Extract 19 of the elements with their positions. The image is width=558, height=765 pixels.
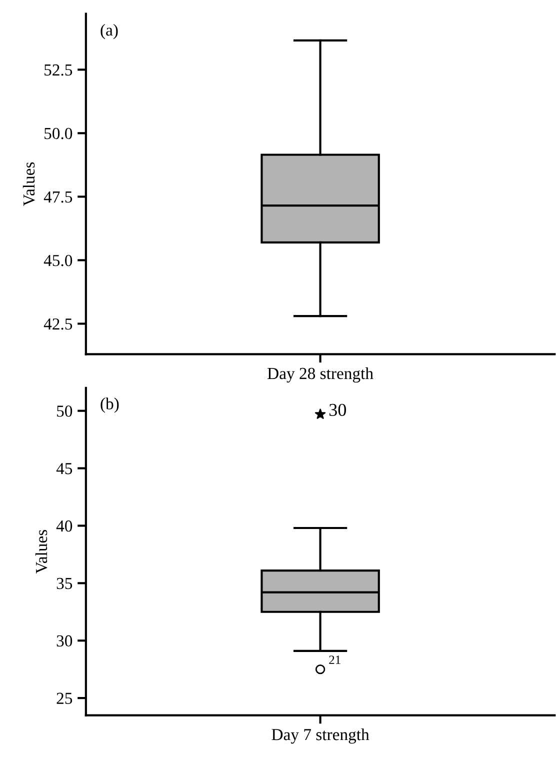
y-tick-label: 42.5	[44, 318, 72, 330]
y-tick-label: 35	[56, 578, 72, 590]
y-axis-title: Values	[22, 162, 35, 206]
y-tick-label: 45.0	[44, 254, 72, 266]
y-tick-label: 50	[57, 406, 72, 417]
annotation: 30	[329, 404, 346, 416]
y-tick-label: 40	[56, 520, 72, 532]
y-axis-title: Values	[35, 530, 48, 574]
annotation: (a)	[100, 24, 118, 40]
x-tick-label: Day 7 strength	[272, 728, 370, 744]
y-tick-label: 52.5	[44, 64, 72, 76]
y-tick-label: 30	[56, 635, 72, 647]
y-tick-label: 50.0	[44, 128, 72, 140]
annotation: (b)	[100, 398, 119, 413]
y-tick-label: 47.5	[44, 191, 72, 203]
y-tick-label: 25	[56, 692, 72, 704]
annotation: 21	[329, 656, 340, 664]
y-tick-label: 45	[56, 463, 72, 474]
x-tick-label: Day 28 strength	[268, 367, 374, 383]
